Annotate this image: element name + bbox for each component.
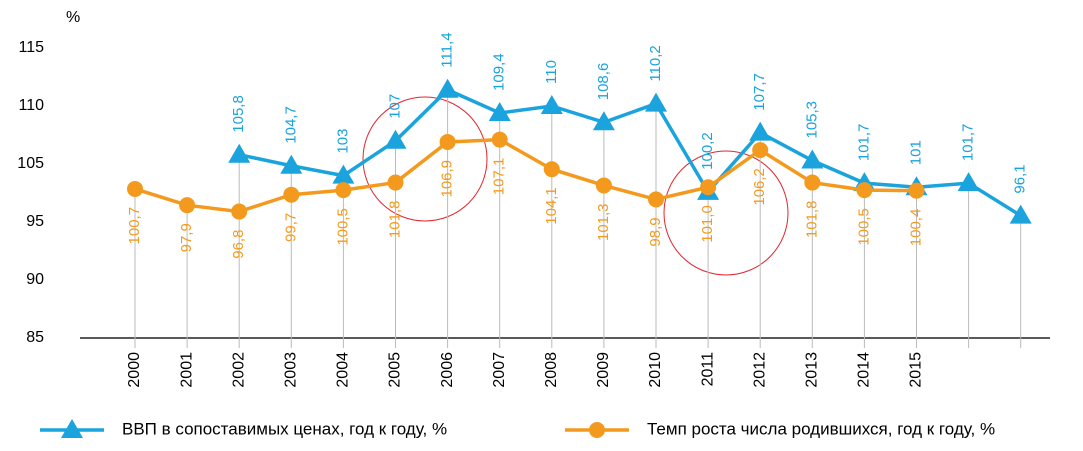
x-tick-label: 2012	[751, 352, 768, 388]
x-tick-label: 2011	[699, 352, 716, 387]
legend-marker	[589, 422, 605, 438]
y-tick-label: 110	[18, 97, 44, 114]
y-axis-label: %	[66, 9, 80, 26]
data-label: 104,7	[282, 106, 299, 144]
data-label: 105,3	[803, 101, 820, 139]
marker	[436, 78, 459, 98]
data-label: 101,3	[595, 203, 612, 241]
marker	[592, 111, 615, 131]
y-tick-label: 85	[26, 329, 44, 346]
marker	[387, 174, 404, 191]
x-tick-label: 2015	[908, 352, 925, 388]
data-label: 107,1	[491, 158, 508, 196]
marker	[908, 182, 925, 199]
x-tick-label: 2008	[543, 352, 560, 388]
data-label: 97,9	[178, 223, 195, 252]
x-tick-label: 2014	[856, 352, 873, 388]
x-tick-label: 2007	[491, 352, 508, 388]
data-label: 101,8	[386, 201, 403, 239]
legend-marker	[61, 419, 83, 438]
data-label: 108,6	[595, 63, 612, 101]
marker	[280, 154, 303, 174]
data-label: 103	[334, 129, 351, 154]
data-label: 107	[386, 94, 403, 119]
marker	[700, 179, 717, 196]
data-label: 101,0	[699, 205, 716, 243]
x-tick-label: 2009	[595, 352, 612, 388]
highlight-circle	[663, 150, 789, 276]
y-tick-label: 105	[17, 155, 44, 172]
data-label: 104,1	[543, 187, 560, 225]
data-label: 107,7	[751, 73, 768, 111]
data-label: 99,7	[282, 213, 299, 242]
marker	[543, 161, 560, 178]
legend-label: ВВП в сопоставимых ценах, год к году, %	[122, 419, 447, 438]
data-label: 110,2	[647, 45, 664, 81]
data-label: 96,1	[1012, 164, 1029, 193]
data-label: 101,7	[855, 124, 872, 162]
x-tick-label: 2010	[647, 352, 664, 388]
data-label: 100,4	[907, 209, 924, 247]
marker	[856, 182, 873, 199]
marker	[801, 149, 824, 169]
marker	[957, 172, 980, 192]
marker	[332, 164, 355, 184]
y-tick-label: 95	[26, 213, 44, 230]
y-tick-label: 115	[18, 39, 44, 56]
x-tick-label: 2000	[126, 352, 143, 388]
data-label: 101,8	[803, 201, 820, 239]
data-label: 111,4	[439, 32, 456, 67]
data-label: 106,9	[439, 160, 456, 198]
x-tick-label: 2003	[283, 352, 300, 388]
highlight-circle	[362, 96, 488, 222]
data-label: 101,7	[960, 124, 977, 162]
marker	[1009, 204, 1032, 224]
x-tick-label: 2001	[178, 352, 195, 388]
marker	[335, 182, 352, 199]
x-tick-label: 2002	[230, 352, 247, 388]
marker	[228, 143, 251, 163]
x-tick-label: 2004	[335, 352, 352, 388]
marker	[595, 177, 612, 194]
marker	[488, 101, 511, 121]
x-tick-label: 2013	[804, 352, 821, 388]
data-label: 109,4	[491, 53, 508, 91]
marker	[439, 133, 456, 150]
marker	[749, 121, 772, 141]
data-label: 98,9	[647, 217, 664, 246]
marker	[645, 92, 667, 112]
data-label: 100,7	[126, 207, 143, 245]
series-line	[238, 87, 1022, 218]
data-label: 101	[907, 140, 924, 165]
marker	[384, 129, 407, 149]
data-label: 106,2	[751, 168, 768, 206]
marker	[283, 186, 300, 203]
marker	[804, 174, 821, 191]
legend-label: Темп роста числа родившихся, год к году,…	[647, 419, 995, 438]
marker	[648, 191, 664, 208]
data-label: 100,5	[334, 208, 351, 246]
marker	[540, 95, 563, 114]
series-line	[134, 137, 917, 214]
data-label: 105,8	[230, 95, 247, 133]
marker	[179, 197, 196, 214]
data-label: 100,5	[855, 208, 872, 246]
data-label: 100,2	[699, 132, 716, 170]
marker	[231, 203, 248, 220]
data-label: 110	[543, 60, 560, 84]
marker	[752, 142, 769, 159]
marker	[491, 131, 508, 148]
marker	[127, 180, 143, 197]
x-tick-label: 2005	[387, 352, 404, 388]
x-tick-label: 2006	[439, 352, 456, 388]
data-label: 96,8	[230, 230, 247, 259]
y-tick-label: 90	[26, 271, 44, 288]
